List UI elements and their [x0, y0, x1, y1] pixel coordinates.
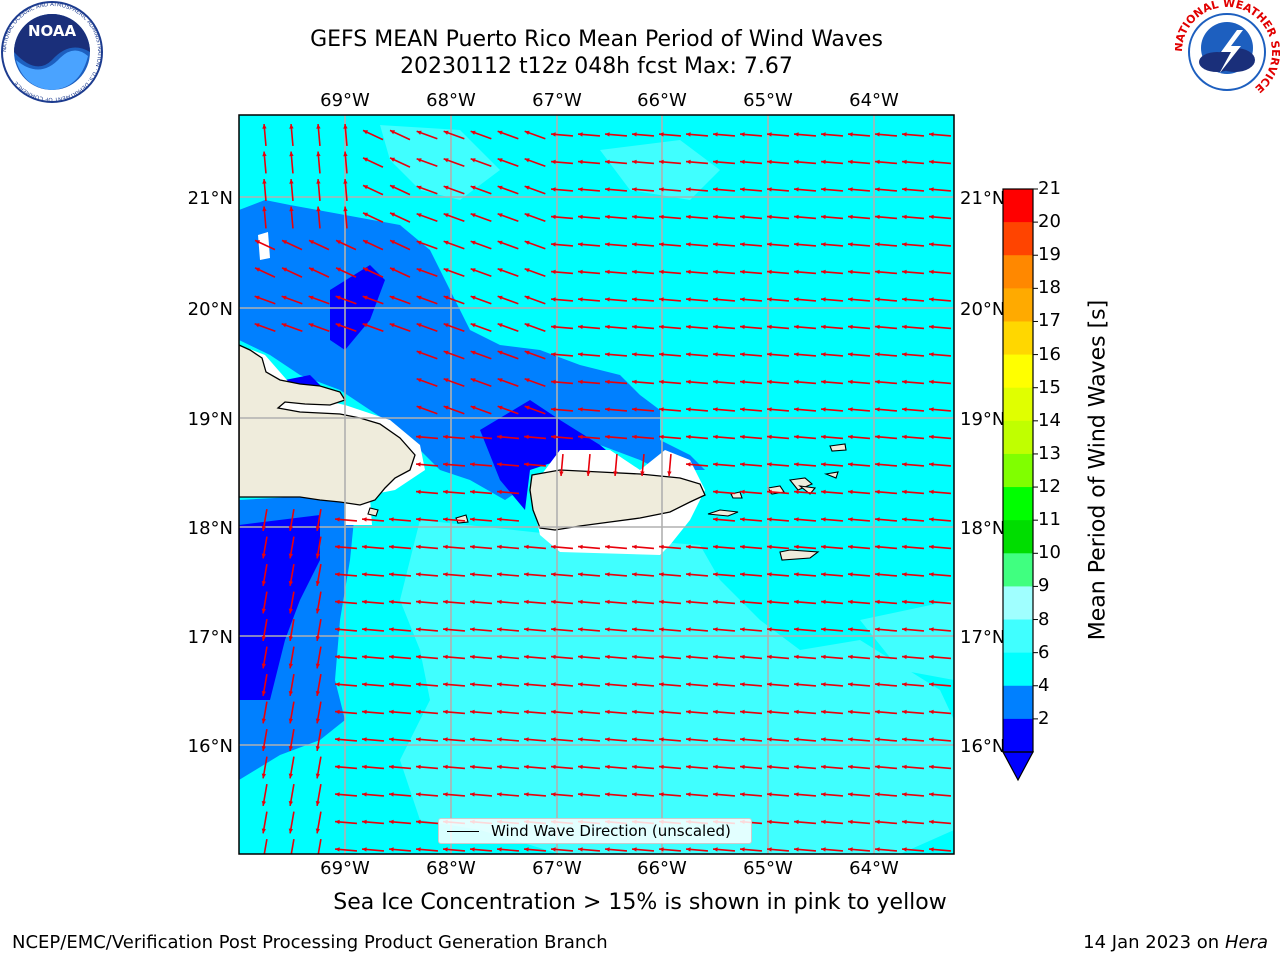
map-legend: Wind Wave Direction (unscaled) — [438, 818, 752, 844]
wind-arrow-head — [289, 856, 293, 861]
lat-label: 18°N — [188, 518, 233, 539]
colorbar-segment — [1003, 355, 1033, 389]
colorbar-tick-label: 9 — [1038, 575, 1074, 596]
lat-label: 19°N — [960, 409, 1005, 430]
lon-label: 69°W — [320, 858, 370, 879]
lon-labels-bottom: 69°W 68°W 67°W 66°W 65°W 64°W — [320, 858, 899, 879]
footer-machine: Hera — [1225, 932, 1268, 953]
lon-label: 65°W — [743, 858, 793, 879]
colorbar-segment — [1003, 388, 1033, 422]
lon-label: 67°W — [532, 90, 582, 111]
colorbar-tick-label: 13 — [1038, 443, 1074, 464]
colorbar-extend-triangle — [1003, 752, 1033, 780]
lat-label: 19°N — [188, 409, 233, 430]
colorbar-tick-label: 4 — [1038, 675, 1074, 696]
lat-label: 21°N — [188, 188, 233, 209]
colorbar-segment — [1003, 189, 1033, 223]
colorbar-tick-label: 2 — [1038, 708, 1074, 729]
colorbar-title: Mean Period of Wind Waves [s] — [1086, 300, 1111, 640]
lon-label: 64°W — [849, 90, 899, 111]
colorbar-segment — [1003, 719, 1033, 753]
colorbar-tick-label: 21 — [1038, 178, 1074, 199]
colorbar-segment — [1003, 620, 1033, 654]
footer-credit: NCEP/EMC/Verification Post Processing Pr… — [12, 932, 608, 953]
colorbar-tick-label: 17 — [1038, 310, 1074, 331]
lon-label: 68°W — [426, 858, 476, 879]
lat-label: 16°N — [188, 736, 233, 757]
colorbar-tick-label: 18 — [1038, 277, 1074, 298]
lon-label: 68°W — [426, 90, 476, 111]
colorbar-tick-label: 10 — [1038, 542, 1074, 563]
legend-label: Wind Wave Direction (unscaled) — [491, 822, 731, 840]
colorbar-tick-label: 6 — [1038, 642, 1074, 663]
colorbar-tick-label: 11 — [1038, 509, 1074, 530]
colorbar-segment — [1003, 255, 1033, 289]
colorbar-segment — [1003, 288, 1033, 322]
lat-label: 20°N — [960, 299, 1005, 320]
colorbar-tick-label: 20 — [1038, 211, 1074, 232]
colorbar-segment — [1003, 553, 1033, 587]
lon-label: 64°W — [849, 858, 899, 879]
sea-ice-caption: Sea Ice Concentration > 15% is shown in … — [0, 890, 1280, 915]
colorbar-segment — [1003, 421, 1033, 455]
wind-arrow-head — [262, 856, 266, 861]
map-plot-area — [239, 115, 954, 861]
colorbar-tick-label: 19 — [1038, 244, 1074, 265]
colorbar-tick-label: 12 — [1038, 476, 1074, 497]
colorbar-tick-label: 8 — [1038, 609, 1074, 630]
colorbar — [1003, 189, 1038, 780]
lon-labels-top: 69°W 68°W 67°W 66°W 65°W 64°W — [320, 90, 899, 111]
lat-labels-right: 21°N 20°N 19°N 18°N 17°N 16°N — [960, 188, 1005, 757]
colorbar-segment — [1003, 454, 1033, 488]
lon-label: 69°W — [320, 90, 370, 111]
colorbar-segment — [1003, 653, 1033, 687]
lat-label: 20°N — [188, 299, 233, 320]
footer-date: 14 Jan 2023 on Hera — [1083, 932, 1268, 953]
colorbar-segment — [1003, 321, 1033, 355]
colorbar-tick-label: 14 — [1038, 410, 1074, 431]
colorbar-segment — [1003, 686, 1033, 720]
lat-label: 21°N — [960, 188, 1005, 209]
lat-label: 16°N — [960, 736, 1005, 757]
lat-label: 18°N — [960, 518, 1005, 539]
legend-line-swatch — [447, 831, 479, 832]
lat-label: 17°N — [960, 627, 1005, 648]
lon-label: 65°W — [743, 90, 793, 111]
colorbar-segment — [1003, 222, 1033, 256]
colorbar-segment — [1003, 487, 1033, 521]
lon-label: 67°W — [532, 858, 582, 879]
lat-labels-left: 21°N 20°N 19°N 18°N 17°N 16°N — [188, 188, 233, 757]
colorbar-tick-label: 16 — [1038, 344, 1074, 365]
lon-label: 66°W — [637, 858, 687, 879]
colorbar-tick-label: 15 — [1038, 377, 1074, 398]
lon-label: 66°W — [637, 90, 687, 111]
colorbar-segment — [1003, 586, 1033, 620]
footer-date-text: 14 Jan 2023 on — [1083, 932, 1225, 953]
lat-label: 17°N — [188, 627, 233, 648]
colorbar-segment — [1003, 520, 1033, 554]
